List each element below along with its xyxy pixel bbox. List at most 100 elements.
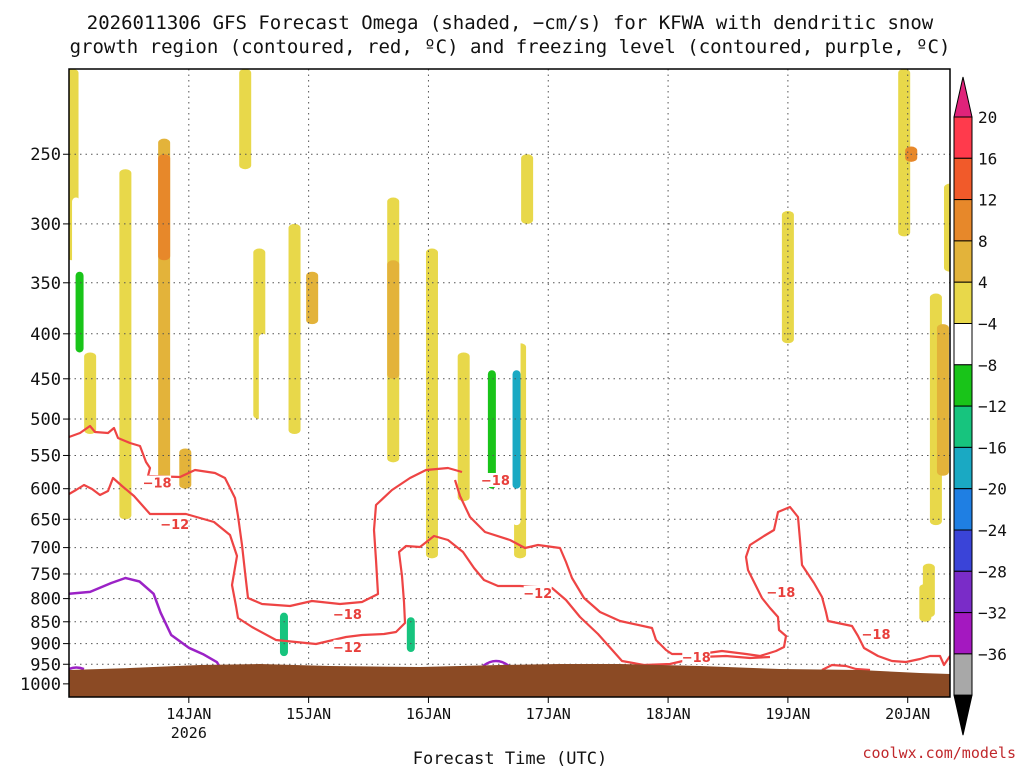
dendritic-growth-contours: [69, 424, 950, 672]
x-axis-title: Forecast Time (UTC): [413, 749, 607, 768]
contour-label-bg: [333, 606, 362, 621]
y-tick-label: 500: [30, 410, 61, 430]
colorbar-tick-label: 4: [978, 273, 988, 292]
omega-shaded-region: [944, 183, 950, 272]
x-tick-label: 14JAN: [166, 705, 211, 723]
contour-label: −12: [160, 518, 189, 533]
x-tick-sublabel: 2026: [171, 724, 207, 742]
colorbar-segment: [953, 364, 973, 407]
omega-shading-layer: [69, 69, 950, 669]
contour-label: −18: [766, 586, 795, 601]
colorbar-tick-label: −32: [978, 604, 1007, 623]
omega-shaded-region: [288, 223, 301, 435]
contour-label: −18: [682, 651, 711, 666]
y-tick-label: 350: [30, 274, 61, 294]
omega-shaded-region: [279, 612, 288, 657]
y-tick-label: 450: [30, 370, 61, 390]
y-tick-label: 850: [30, 613, 61, 633]
x-tick-label: 16JAN: [406, 705, 451, 723]
credit-link[interactable]: coolwx.com/models: [862, 744, 1016, 762]
omega-shaded-region: [131, 352, 140, 463]
omega-shaded-region: [457, 352, 470, 502]
colorbar-segment: [953, 157, 973, 201]
y-tick-label: 550: [30, 446, 61, 466]
contour-label: −18: [862, 628, 891, 643]
y-tick-label: 800: [30, 590, 61, 610]
colorbar-segment: [953, 653, 973, 696]
omega-shaded-region: [512, 370, 521, 489]
omega-shaded-region: [850, 324, 859, 427]
omega-shaded-region: [258, 333, 267, 526]
omega-shaded-region: [75, 271, 84, 353]
y-tick-label: 250: [30, 145, 61, 165]
chart-title-line-2: growth region (contoured, red, ºC) and f…: [70, 36, 951, 58]
colorbar-segment: [953, 529, 973, 572]
plot-frame: [68, 68, 951, 698]
colorbar-segment: [953, 116, 973, 159]
y-tick-label: 950: [30, 655, 61, 675]
contour-line: [821, 663, 871, 672]
y-tick-label: 650: [30, 510, 61, 530]
colorbar-segment: [953, 570, 973, 614]
colorbar-tick-label: −20: [978, 480, 1007, 499]
y-tick-label: 700: [30, 539, 61, 559]
colorbar-tick-label: −8: [978, 356, 997, 375]
omega-shaded-region: [931, 626, 940, 665]
omega-shaded-region: [521, 154, 534, 224]
colorbar-tick-label: −16: [978, 438, 1007, 457]
contour-label: −12: [333, 641, 362, 656]
contour-label-bg: [143, 475, 172, 490]
contour-label-bg: [333, 639, 362, 654]
colorbar: 20 16 12 8 4 −4 −8 −12 −16 −20 −24 −28 −32 −36: [953, 76, 1007, 736]
omega-shaded-region: [158, 154, 171, 261]
colorbar-segment: [953, 199, 973, 242]
omega-shaded-region: [781, 210, 794, 344]
x-tick-label: 20JAN: [885, 705, 930, 723]
contour-labels: −18 −12 −18 −12 −18 −12 −18 −18 −18: [143, 472, 891, 666]
colorbar-top-arrow: [953, 76, 973, 118]
omega-shaded-region: [898, 69, 911, 237]
omega-shaded-region: [119, 169, 132, 520]
x-tick-label: 19JAN: [765, 705, 810, 723]
contour-label: −18: [481, 474, 510, 489]
omega-shaded-region: [306, 271, 319, 325]
omega-shaded-region: [425, 248, 438, 559]
omega-shaded-region: [794, 293, 803, 334]
contour-label: −12: [523, 587, 552, 602]
terrain-surface: [69, 664, 950, 697]
colorbar-segment: [953, 446, 973, 490]
y-tick-label: 900: [30, 635, 61, 655]
freezing-level-line: [69, 576, 226, 675]
contour-label-bg: [160, 517, 189, 532]
contour-label: −18: [143, 477, 172, 492]
y-tick-label: 300: [30, 215, 61, 235]
omega-shaded-region: [435, 612, 444, 669]
contour-label-bg: [481, 472, 510, 487]
colorbar-segment: [953, 240, 973, 283]
omega-shaded-region: [487, 370, 496, 489]
colorbar-bottom-arrow: [953, 694, 973, 736]
omega-shaded-region: [89, 455, 98, 599]
colorbar-tick-label: −28: [978, 562, 1007, 581]
chart-title-line-1: 2026011306 GFS Forecast Omega (shaded, −…: [87, 12, 934, 34]
colorbar-tick-label: −4: [978, 315, 997, 334]
contour-line: [69, 476, 771, 667]
colorbar-tick-label: 12: [978, 191, 997, 210]
contour-label-bg: [682, 650, 711, 665]
colorbar-segment: [953, 405, 973, 448]
contour-label-bg: [523, 585, 552, 600]
colorbar-segment: [953, 612, 973, 655]
freezing-level-blip: [482, 659, 510, 668]
y-tick-label: 1000: [20, 675, 61, 695]
contour-label-bg: [861, 627, 890, 642]
x-tick-label: 15JAN: [286, 705, 331, 723]
y-tick-label: 600: [30, 480, 61, 500]
omega-shaded-region: [239, 69, 252, 170]
colorbar-tick-label: −24: [978, 521, 1007, 540]
colorbar-tick-label: 8: [978, 232, 988, 251]
plot-area: −18 −12 −18 −12 −18 −12 −18 −18 −18: [69, 69, 950, 697]
colorbar-tick-label: −12: [978, 397, 1007, 416]
x-tick-label: 18JAN: [646, 705, 691, 723]
